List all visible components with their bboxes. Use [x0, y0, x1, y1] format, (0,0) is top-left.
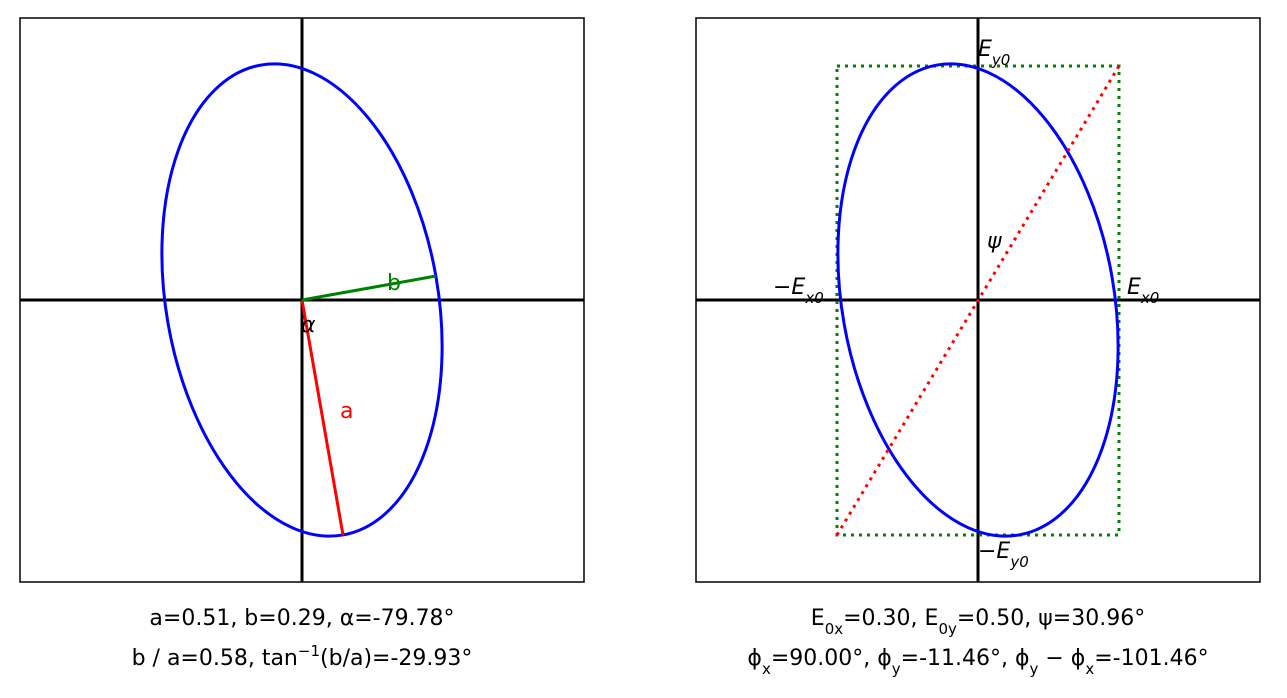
text-run: − ϕ — [1038, 646, 1085, 671]
text-run: −E — [978, 539, 1010, 564]
text-run: =-11.46°, ϕ — [901, 646, 1030, 671]
text-run: a — [340, 399, 353, 424]
subscript: 0x — [825, 620, 844, 638]
text-run: −E — [773, 275, 805, 300]
caption-line: b / a=0.58, tan−1(b/a)=-29.93° — [132, 642, 473, 671]
diagonal — [835, 65, 1121, 536]
label-ey0: Ey0 — [978, 37, 1010, 69]
supscript: −1 — [298, 642, 320, 660]
text-run: ψ — [987, 229, 1002, 254]
text-run: α — [301, 313, 316, 338]
label-ex0: Ex0 — [1127, 275, 1159, 307]
subscript: y0 — [1009, 553, 1028, 571]
subscript: x — [1085, 660, 1094, 678]
text-run: E — [1127, 275, 1141, 300]
text-run: a=0.51, b=0.29, — [149, 606, 339, 631]
text-run: E — [978, 37, 992, 62]
text-run: ϕ — [747, 646, 762, 671]
text-run: =0.30, E — [843, 606, 938, 631]
text-run: b — [387, 271, 401, 296]
text-run: =-79.78° — [354, 606, 454, 631]
semi-major-axis — [300, 299, 345, 536]
text-run: =0.50, ψ=30.96° — [957, 606, 1145, 631]
label-b: b — [387, 271, 401, 296]
label-a: a — [340, 399, 353, 424]
caption-line: a=0.51, b=0.29, α=-79.78° — [149, 606, 454, 631]
text-run: α — [340, 606, 355, 631]
label-alpha: α — [301, 313, 316, 338]
subscript: x — [762, 660, 771, 678]
text-run: b / a=0.58, tan — [132, 646, 298, 671]
subscript: 0y — [938, 620, 957, 638]
subscript: x0 — [804, 289, 823, 307]
subscript: x0 — [1140, 289, 1159, 307]
subscript: y — [892, 660, 901, 678]
text-run: E — [811, 606, 825, 631]
subscript: y0 — [991, 51, 1010, 69]
subscript: y — [1030, 660, 1039, 678]
text-run: (b/a)=-29.93° — [320, 646, 472, 671]
semi-minor-axis — [301, 274, 437, 302]
text-run: =-101.46° — [1094, 646, 1208, 671]
label-psi: ψ — [987, 229, 1002, 254]
caption-line: E0x=0.30, E0y=0.50, ψ=30.96° — [811, 606, 1145, 638]
text-run: =90.00°, ϕ — [771, 646, 892, 671]
caption-line: ϕx=90.00°, ϕy=-11.46°, ϕy − ϕx=-101.46° — [747, 646, 1208, 678]
label-neg-ex0: −Ex0 — [773, 275, 824, 307]
ellipse — [836, 62, 1120, 538]
label-neg-ey0: −Ey0 — [978, 539, 1029, 571]
